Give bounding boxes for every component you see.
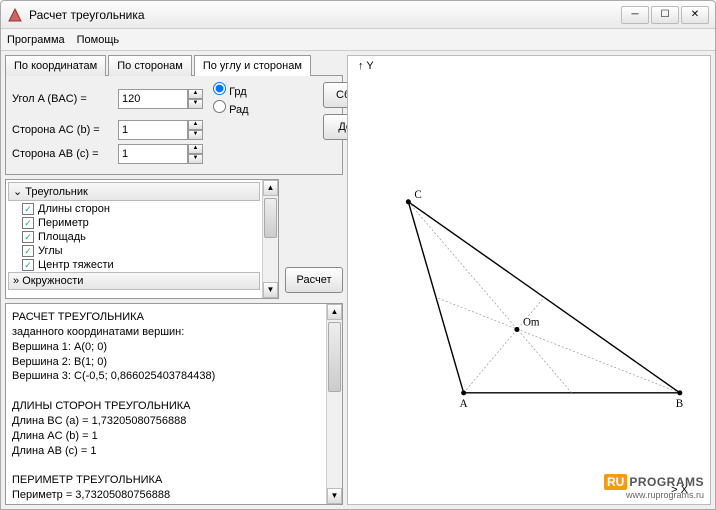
side-ab-down[interactable]: ▼	[188, 154, 203, 164]
side-ac-down[interactable]: ▼	[188, 130, 203, 140]
tree-group-triangle[interactable]: ⌄ Треугольник	[8, 182, 260, 201]
tree-item-label: Длины сторон	[38, 203, 110, 215]
tree-scroll-up[interactable]: ▲	[263, 180, 278, 196]
options-tree: ⌄ Треугольник ✓ Длины сторон ✓ Периметр ✓ Пло…	[6, 180, 262, 298]
side-ab-label: Сторона AB (c) =	[12, 148, 114, 160]
axis-y-label: ↑ Y	[358, 60, 374, 72]
tree-group-circles[interactable]: » Окружности	[8, 272, 260, 290]
menubar: Программа Помощь	[1, 29, 715, 51]
side-ab-up[interactable]: ▲	[188, 144, 203, 154]
app-icon	[7, 7, 23, 23]
tree-scroll-down[interactable]: ▼	[263, 282, 278, 298]
side-ac-up[interactable]: ▲	[188, 120, 203, 130]
side-ab-input[interactable]	[118, 144, 188, 164]
tab-by-coords[interactable]: По координатам	[5, 55, 106, 76]
checkbox-icon: ✓	[22, 203, 34, 215]
side-ac-input[interactable]	[118, 120, 188, 140]
tree-item-label: Площадь	[38, 231, 86, 243]
svg-text:C: C	[414, 189, 421, 201]
tree-item[interactable]: ✓ Площадь	[8, 230, 260, 244]
svg-text:Om: Om	[523, 316, 540, 328]
checkbox-icon: ✓	[22, 231, 34, 243]
tree-item[interactable]: ✓ Периметр	[8, 216, 260, 230]
expand-icon: »	[13, 275, 19, 287]
maximize-button[interactable]: ☐	[651, 6, 679, 24]
tree-item-label: Периметр	[38, 217, 89, 229]
tree-item[interactable]: ✓ Углы	[8, 244, 260, 258]
tree-item-label: Углы	[38, 245, 63, 257]
angle-a-down[interactable]: ▼	[188, 99, 203, 109]
checkbox-icon: ✓	[22, 217, 34, 229]
menu-program[interactable]: Программа	[7, 34, 65, 46]
menu-help[interactable]: Помощь	[77, 34, 120, 46]
minimize-button[interactable]: ─	[621, 6, 649, 24]
calculate-button[interactable]: Расчет	[285, 267, 343, 293]
output-scroll-up[interactable]: ▲	[327, 304, 342, 320]
tree-scrollbar[interactable]	[263, 196, 278, 282]
output-scrollbar[interactable]	[327, 320, 342, 488]
window-title: Расчет треугольника	[29, 8, 621, 22]
tree-item[interactable]: ✓ Центр тяжести	[8, 258, 260, 272]
unit-deg[interactable]: Грд	[213, 82, 315, 98]
tab-panel: Угол A (BAC) = ▲▼ Грд Рад	[5, 75, 343, 175]
checkbox-icon: ✓	[22, 245, 34, 257]
tree-item[interactable]: ✓ Длины сторон	[8, 202, 260, 216]
side-ac-label: Сторона AC (b) =	[12, 124, 114, 136]
tab-by-sides[interactable]: По сторонам	[108, 55, 192, 76]
close-button[interactable]: ✕	[681, 6, 709, 24]
output-scroll-down[interactable]: ▼	[327, 488, 342, 504]
angle-a-input[interactable]	[118, 89, 188, 109]
diagram-canvas: ABCOm ↑ Y > X RUPROGRAMS www.ruprograms.…	[347, 55, 711, 505]
svg-text:A: A	[460, 398, 468, 410]
watermark: RUPROGRAMS www.ruprograms.ru	[604, 474, 704, 500]
angle-a-up[interactable]: ▲	[188, 89, 203, 99]
unit-rad[interactable]: Рад	[213, 100, 315, 116]
tab-strip: По координатам По сторонам По углу и сто…	[5, 55, 343, 76]
expand-icon: ⌄	[13, 186, 22, 198]
tree-item-label: Центр тяжести	[38, 259, 114, 271]
tab-by-angle-sides[interactable]: По углу и сторонам	[194, 55, 311, 76]
titlebar: Расчет треугольника ─ ☐ ✕	[1, 1, 715, 29]
angle-a-label: Угол A (BAC) =	[12, 93, 114, 105]
checkbox-icon: ✓	[22, 259, 34, 271]
svg-text:B: B	[676, 398, 683, 410]
output-text: РАСЧЕТ ТРЕУГОЛЬНИКА заданного координата…	[6, 304, 326, 504]
